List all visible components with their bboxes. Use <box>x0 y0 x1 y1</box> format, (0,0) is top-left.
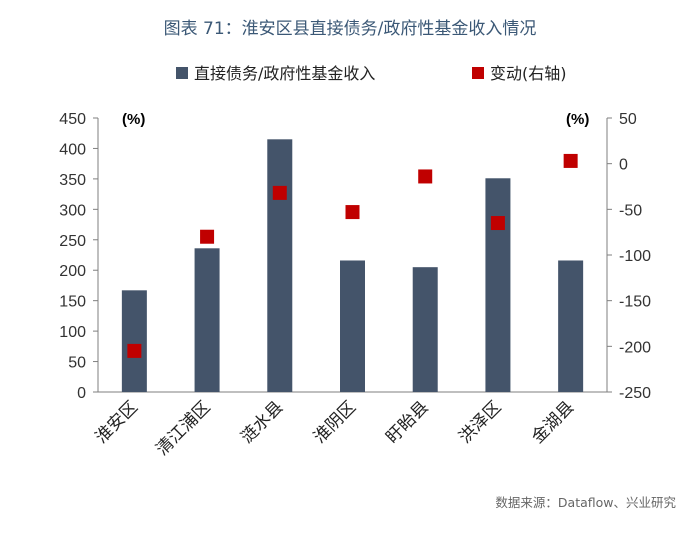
left-tick-label: 50 <box>68 355 86 372</box>
bar <box>121 290 147 392</box>
data-point <box>200 229 215 244</box>
left-tick-label: 250 <box>59 233 86 250</box>
category-label: 金湖县 <box>528 397 578 447</box>
left-tick-label: 150 <box>59 294 86 311</box>
data-point <box>127 343 142 358</box>
bar <box>340 260 365 392</box>
chart-title: 图表 71：淮安区县直接债务/政府性基金收入情况 <box>163 19 537 39</box>
left-tick-label: 450 <box>59 111 86 128</box>
category-label: 涟水县 <box>237 397 287 447</box>
category-label: 洪泽区 <box>455 397 505 447</box>
data-point <box>563 153 578 168</box>
bar <box>267 139 293 392</box>
data-point <box>272 185 287 200</box>
right-axis-unit-label: (%) <box>566 111 589 128</box>
right-tick-label: -250 <box>619 385 651 402</box>
legend-label-bar: 直接债务/政府性基金收入 <box>194 64 375 83</box>
left-tick-label: 0 <box>77 385 86 402</box>
bar <box>485 178 511 392</box>
left-tick-label: 200 <box>59 263 86 280</box>
left-tick-label: 400 <box>59 141 86 158</box>
right-tick-label: -150 <box>619 294 651 311</box>
category-label: 淮安区 <box>92 397 142 447</box>
left-tick-label: 100 <box>59 324 86 341</box>
legend-swatch-point <box>472 67 484 79</box>
source-note: 数据来源：Dataflow、兴业研究 <box>495 495 676 510</box>
data-point <box>418 169 433 184</box>
category-label: 淮阴区 <box>310 397 360 447</box>
legend-label-point: 变动(右轴) <box>490 64 567 83</box>
data-point <box>345 205 360 220</box>
bar-series <box>121 139 584 392</box>
bar <box>558 260 584 392</box>
axes: 0 50 100 150 200 250 300 350 400 450 -250 -200 -150 -… <box>59 111 651 402</box>
legend: 直接债务/政府性基金收入 变动(右轴) <box>176 64 567 83</box>
legend-swatch-bar <box>176 67 188 79</box>
left-tick-label: 300 <box>59 202 86 219</box>
right-tick-label: 0 <box>619 157 628 174</box>
right-tick-label: -100 <box>619 248 651 265</box>
scatter-series <box>127 153 578 358</box>
right-tick-label: -200 <box>619 339 651 356</box>
data-point <box>490 216 505 231</box>
right-tick-label: 50 <box>619 111 637 128</box>
bar <box>412 267 438 392</box>
x-axis-labels: 淮安区 清江浦区 涟水县 淮阴区 盱眙县 洪泽区 金湖县 <box>92 397 578 459</box>
bar <box>194 248 220 392</box>
category-label: 盱眙县 <box>383 397 433 447</box>
category-label: 清江浦区 <box>152 397 214 459</box>
left-tick-label: 350 <box>59 172 86 189</box>
right-tick-label: -50 <box>619 202 642 219</box>
left-axis-unit-label: (%) <box>122 111 145 128</box>
